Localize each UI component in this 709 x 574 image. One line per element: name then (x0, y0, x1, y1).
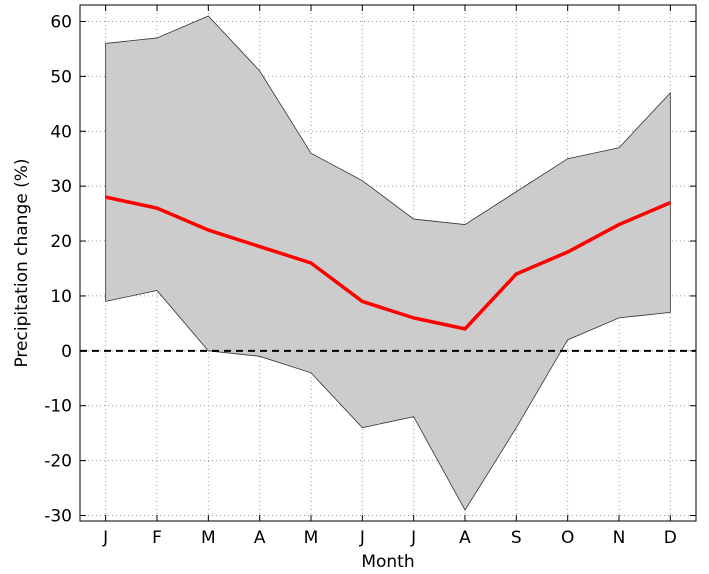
y-tick-label: 40 (50, 122, 72, 142)
x-tick-label: M (201, 528, 216, 548)
y-tick-label: 60 (50, 12, 72, 32)
x-tick-label: F (152, 528, 162, 548)
y-tick-label: -10 (44, 397, 72, 417)
y-tick-label: 30 (50, 177, 72, 197)
x-tick-label: D (664, 528, 677, 548)
y-tick-label: 20 (50, 232, 72, 252)
y-tick-label: 50 (50, 67, 72, 87)
y-tick-label: 0 (61, 342, 72, 362)
x-tick-label: A (459, 528, 471, 548)
x-tick-label: J (102, 528, 108, 548)
y-axis-label: Precipitation change (%) (12, 158, 32, 367)
x-tick-label: S (511, 528, 522, 548)
y-tick-label: -30 (44, 507, 72, 527)
x-axis-label: Month (361, 552, 414, 572)
range-band (106, 16, 671, 510)
x-tick-label: O (561, 528, 574, 548)
x-tick-label: J (359, 528, 365, 548)
x-tick-label: N (613, 528, 626, 548)
y-tick-label: -20 (44, 452, 72, 472)
x-tick-label: J (410, 528, 416, 548)
y-tick-label: 10 (50, 287, 72, 307)
x-tick-label: M (304, 528, 319, 548)
x-tick-label: A (254, 528, 266, 548)
